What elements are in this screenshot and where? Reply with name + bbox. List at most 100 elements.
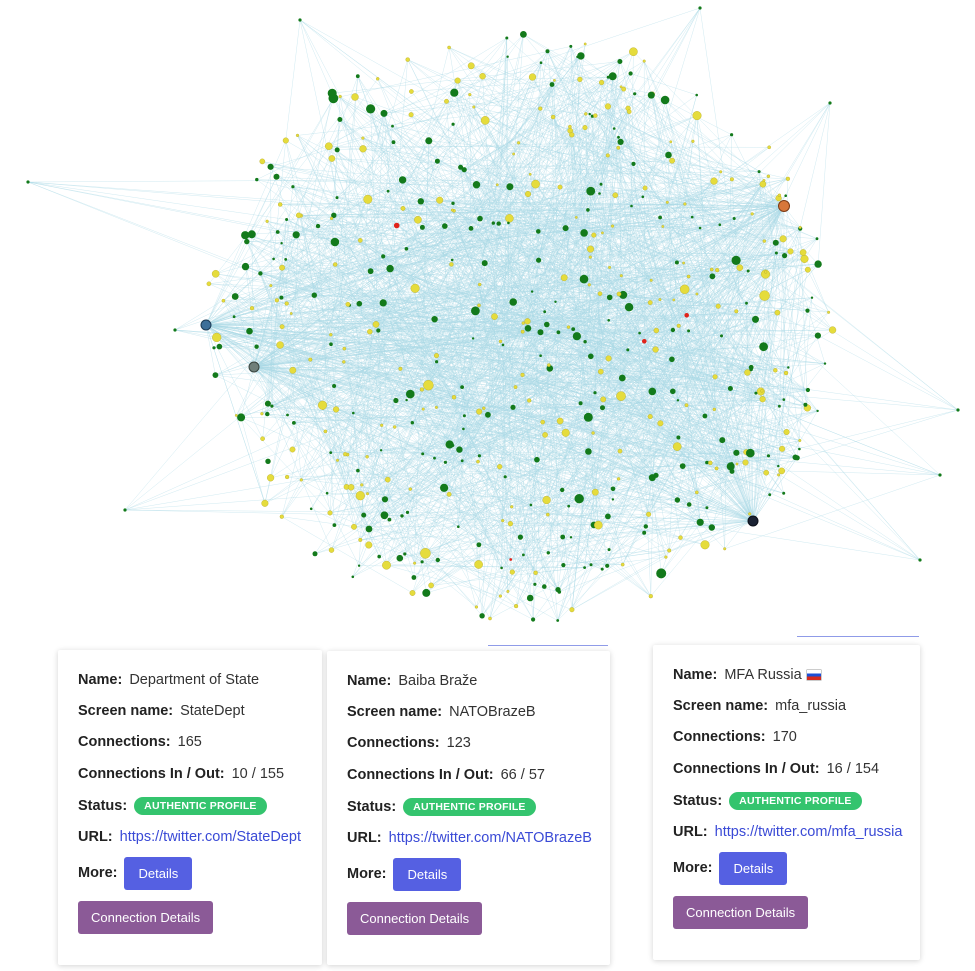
graph-node-suspicious[interactable] [729,177,734,182]
graph-node-suspicious[interactable] [476,408,483,415]
graph-node-authentic[interactable] [275,230,280,234]
graph-node-suspicious[interactable] [601,231,604,235]
graph-node-authentic[interactable] [406,389,415,399]
profile-url-link[interactable]: https://twitter.com/NATOBrazeB [388,830,592,846]
graph-node-authentic[interactable] [422,588,431,597]
graph-node-authentic[interactable] [286,413,289,417]
graph-node-suspicious[interactable] [827,310,831,314]
graph-node-suspicious[interactable] [409,590,416,596]
graph-node-suspicious[interactable] [506,589,510,593]
graph-node-suspicious[interactable] [546,512,550,517]
graph-node-suspicious[interactable] [672,298,676,302]
graph-node-suspicious[interactable] [488,616,492,621]
details-button[interactable]: Details [393,858,462,891]
graph-node-authentic[interactable] [607,319,610,322]
graph-node-suspicious[interactable] [359,145,367,153]
graph-node-suspicious[interactable] [323,429,328,434]
graph-node-authentic[interactable] [255,177,259,182]
graph-node-suspicious[interactable] [779,235,787,243]
graph-node-suspicious[interactable] [409,89,414,94]
graph-node-authentic[interactable] [814,260,822,268]
graph-node-suspicious[interactable] [759,180,767,188]
graph-node-suspicious[interactable] [719,170,723,174]
graph-node-suspicious[interactable] [447,45,451,50]
graph-node-suspicious[interactable] [365,541,373,549]
graph-node-suspicious[interactable] [798,439,802,443]
graph-node-suspicious[interactable] [382,560,391,570]
graph-node-authentic[interactable] [379,449,383,452]
graph-node-suspicious[interactable] [574,215,578,219]
graph-node-authentic[interactable] [536,229,541,234]
graph-node-authentic[interactable] [500,566,503,570]
graph-node-authentic[interactable] [386,264,394,273]
graph-node-suspicious[interactable] [587,245,595,253]
graph-node-authentic[interactable] [309,507,313,511]
graph-node-authentic[interactable] [280,242,283,245]
graph-node-suspicious[interactable] [408,487,412,491]
graph-node-authentic[interactable] [618,374,626,382]
graph-node-suspicious[interactable] [498,594,502,598]
graph-node-suspicious[interactable] [330,216,334,220]
graph-node-authentic[interactable] [292,421,296,425]
graph-node-suspicious[interactable] [616,477,621,481]
graph-node-authentic[interactable] [619,290,628,299]
graph-node-suspicious[interactable] [279,514,284,519]
graph-node-authentic[interactable] [173,328,177,332]
graph-node-authentic[interactable] [507,221,510,225]
graph-node-suspicious[interactable] [400,205,406,211]
graph-node-authentic[interactable] [285,218,289,221]
graph-node-suspicious[interactable] [667,548,672,553]
graph-node-suspicious[interactable] [605,153,610,158]
graph-node-authentic[interactable] [696,518,704,526]
graph-node-authentic[interactable] [730,133,734,137]
graph-node-suspicious[interactable] [289,366,297,374]
graph-node-suspicious[interactable] [760,389,764,393]
graph-node-authentic[interactable] [526,594,534,602]
graph-node-suspicious[interactable] [712,407,716,412]
graph-node-authentic[interactable] [805,308,810,313]
graph-node-suspicious[interactable] [787,248,794,255]
graph-node-suspicious[interactable] [533,570,538,575]
graph-node-suspicious[interactable] [347,484,355,491]
graph-node-suspicious[interactable] [553,79,556,82]
graph-node-suspicious[interactable] [767,145,772,150]
graph-node-suspicious[interactable] [513,603,519,609]
graph-node-suspicious[interactable] [621,86,627,92]
graph-node-suspicious[interactable] [538,106,543,111]
graph-node-authentic[interactable] [411,575,417,580]
graph-node-suspicious[interactable] [333,406,340,413]
graph-node-authentic[interactable] [626,348,630,352]
graph-node-flagged[interactable] [393,222,400,229]
graph-node-authentic[interactable] [241,231,250,240]
graph-node-suspicious[interactable] [744,369,751,376]
graph-node-authentic[interactable] [605,563,610,568]
graph-node-suspicious[interactable] [665,200,669,204]
graph-node-suspicious[interactable] [763,469,770,476]
graph-node-authentic[interactable] [606,294,613,301]
graph-node-suspicious[interactable] [759,290,770,301]
graph-node-authentic[interactable] [805,387,811,393]
graph-node-authentic[interactable] [617,138,624,145]
graph-node-authentic[interactable] [686,502,692,507]
graph-node-authentic[interactable] [731,255,741,265]
graph-node-authentic[interactable] [458,164,464,170]
graph-node-authentic[interactable] [421,452,425,456]
graph-node-authentic[interactable] [580,229,588,237]
hub-node-nato[interactable] [747,515,759,527]
graph-node-suspicious[interactable] [342,360,346,364]
graph-node-suspicious[interactable] [568,124,572,129]
graph-node-authentic[interactable] [669,356,675,363]
graph-node-authentic[interactable] [549,82,555,87]
graph-node-authentic[interactable] [787,366,790,369]
graph-node-authentic[interactable] [472,181,481,189]
graph-node-suspicious[interactable] [695,490,699,495]
graph-node-authentic[interactable] [468,226,474,231]
graph-node-authentic[interactable] [291,185,295,189]
graph-node-suspicious[interactable] [234,413,238,417]
graph-node-authentic[interactable] [560,487,565,493]
graph-node-authentic[interactable] [539,354,542,358]
graph-node-suspicious[interactable] [583,42,587,46]
graph-node-suspicious[interactable] [259,158,266,165]
graph-node-authentic[interactable] [450,88,459,97]
graph-node-suspicious[interactable] [516,141,521,145]
